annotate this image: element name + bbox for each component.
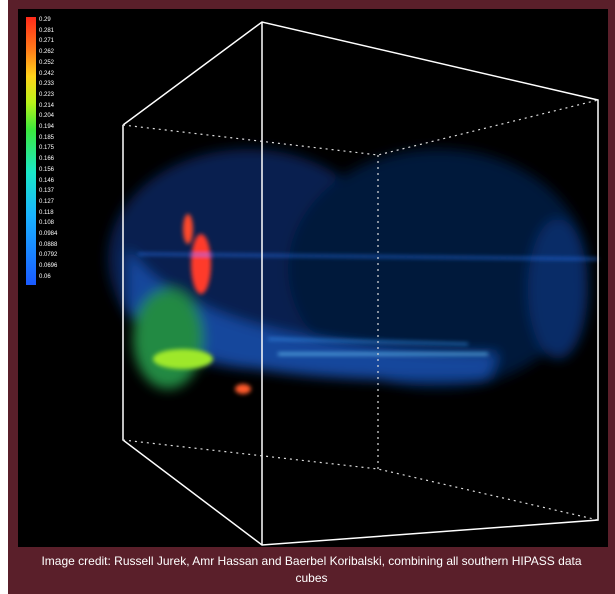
colorbar-label: 0.06 (39, 272, 57, 283)
colorbar-label: 0.242 (39, 69, 57, 80)
colorbar-label: 0.0696 (39, 261, 57, 272)
colorbar-label: 0.166 (39, 154, 57, 165)
colorbar-label: 0.146 (39, 176, 57, 187)
colorbar-label: 0.127 (39, 197, 57, 208)
colorbar-label: 0.262 (39, 47, 57, 58)
colorbar-label: 0.204 (39, 111, 57, 122)
colorbar-label: 0.0984 (39, 229, 57, 240)
colorbar-label: 0.29 (39, 15, 57, 26)
colorbar-label: 0.156 (39, 165, 57, 176)
colorbar-label: 0.281 (39, 26, 57, 37)
colorbar-label: 0.0792 (39, 250, 57, 261)
data-cube (18, 9, 608, 547)
colorbar-label: 0.214 (39, 101, 57, 112)
caption: Image credit: Russell Jurek, Amr Hassan … (8, 548, 615, 594)
colorbar-label: 0.108 (39, 218, 57, 229)
colorbar-label: 0.271 (39, 36, 57, 47)
colorbar (26, 17, 36, 285)
colorbar-label: 0.194 (39, 122, 57, 133)
colorbar-label: 0.175 (39, 143, 57, 154)
colorbar-label: 0.223 (39, 90, 57, 101)
colorbar-label: 0.233 (39, 79, 57, 90)
colorbar-label: 0.185 (39, 133, 57, 144)
colorbar-label: 0.0888 (39, 240, 57, 251)
colorbar-label: 0.252 (39, 58, 57, 69)
colorbar-label: 0.137 (39, 186, 57, 197)
colorbar-label: 0.118 (39, 208, 57, 219)
page: 0.290.2810.2710.2620.2520.2420.2330.2230… (0, 0, 615, 594)
